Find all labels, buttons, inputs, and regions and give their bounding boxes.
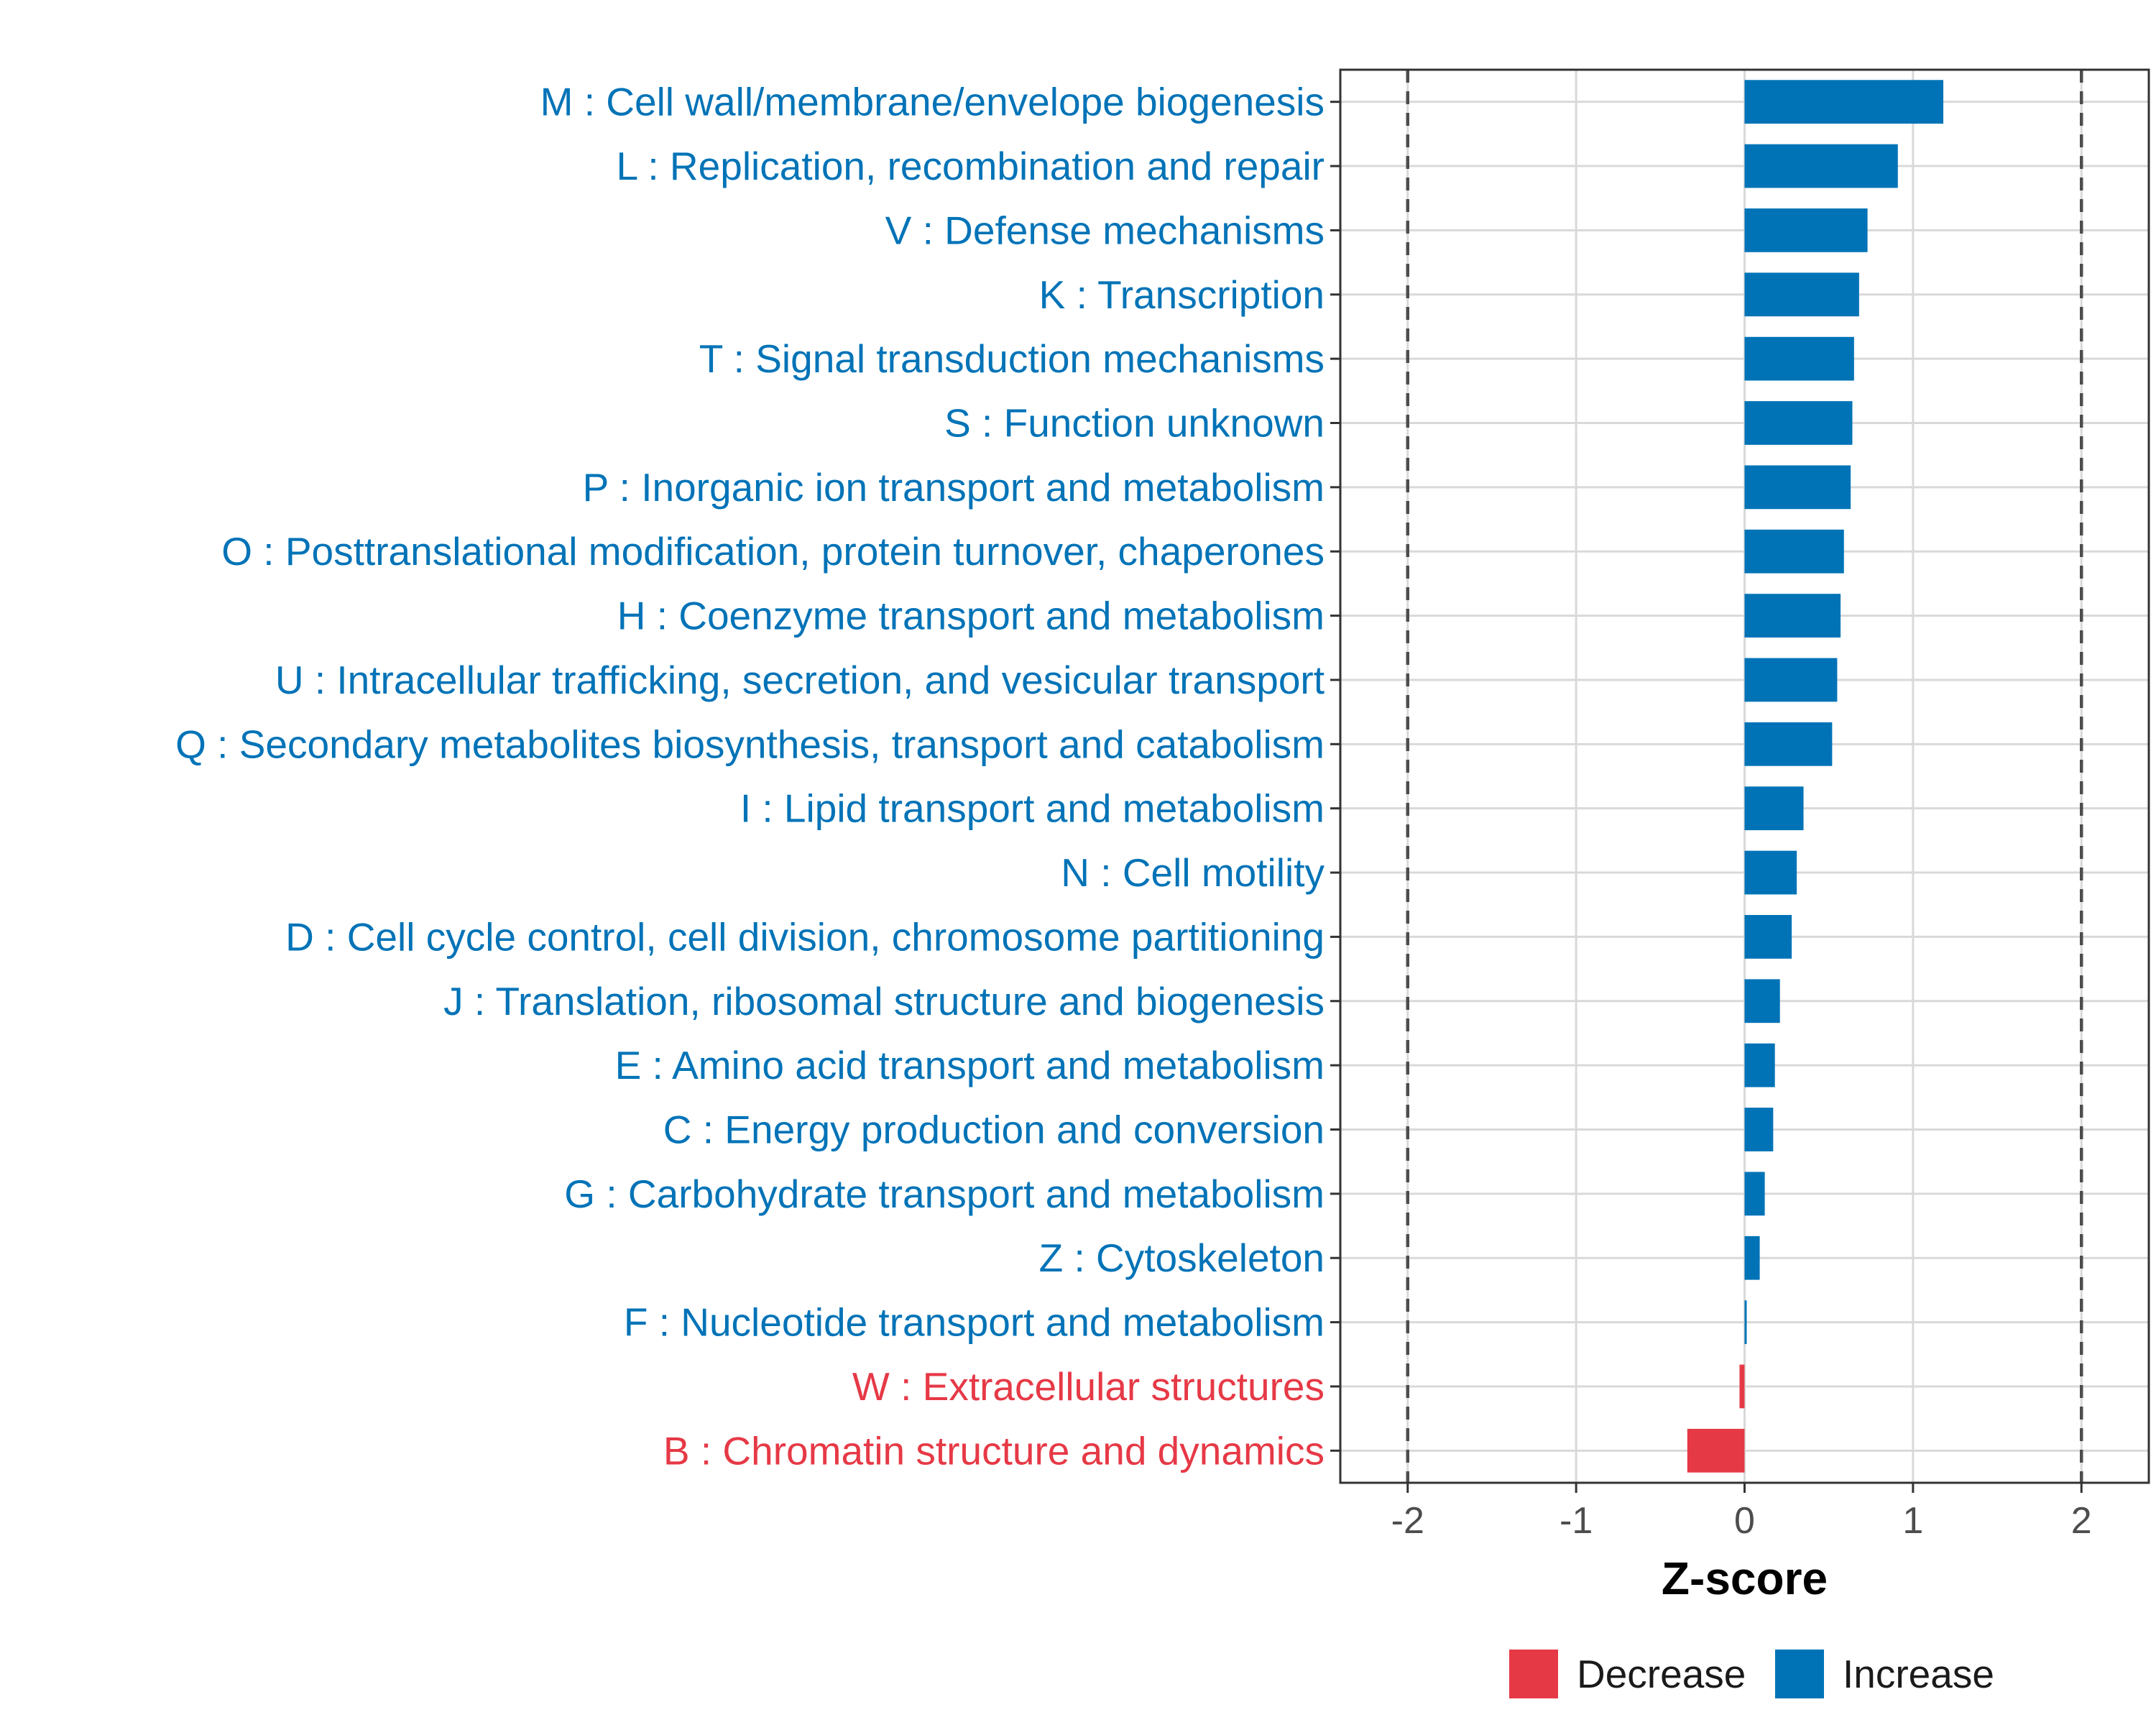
category-label: H : Coenzyme transport and metabolism <box>617 594 1325 638</box>
category-label: F : Nucleotide transport and metabolism <box>624 1300 1325 1345</box>
bar <box>1744 1108 1774 1151</box>
category-label: M : Cell wall/membrane/envelope biogenes… <box>540 80 1325 124</box>
bar <box>1744 594 1841 638</box>
bar <box>1744 1172 1765 1216</box>
bars <box>1687 80 1944 1473</box>
category-label: Q : Secondary metabolites biosynthesis, … <box>175 722 1325 766</box>
category-label: E : Amino acid transport and metabolism <box>615 1043 1325 1087</box>
panel-border <box>1339 68 2150 1484</box>
category-label: S : Function unknown <box>944 401 1325 446</box>
bar <box>1744 1043 1775 1087</box>
x-axis-title: Z-score <box>1662 1552 1828 1604</box>
legend-label: Decrease <box>1577 1652 1746 1696</box>
category-label: J : Translation, ribosomal structure and… <box>443 979 1325 1024</box>
bar <box>1744 658 1838 702</box>
bar <box>1744 915 1792 959</box>
category-label: G : Carbohydrate transport and metabolis… <box>564 1172 1325 1216</box>
ticks: -2 -1 0 1 2 <box>1330 101 2092 1542</box>
category-label: W : Extracellular structures <box>852 1364 1325 1409</box>
category-label: V : Defense mechanisms <box>885 208 1325 252</box>
legend-swatch <box>1775 1650 1824 1698</box>
category-label: L : Replication, recombination and repai… <box>617 144 1325 188</box>
bar <box>1744 529 1844 574</box>
x-tick-label: 0 <box>1734 1500 1755 1542</box>
legend-swatch <box>1509 1650 1558 1698</box>
category-labels: M : Cell wall/membrane/envelope biogenes… <box>175 80 1325 1473</box>
bar <box>1744 850 1797 895</box>
bar <box>1744 401 1853 445</box>
bar <box>1744 465 1851 510</box>
bar <box>1744 208 1868 252</box>
category-label: U : Intracellular trafficking, secretion… <box>275 658 1325 702</box>
bar <box>1744 144 1898 188</box>
bar <box>1744 786 1804 831</box>
category-label: I : Lipid transport and metabolism <box>740 786 1325 831</box>
bar <box>1744 336 1854 381</box>
x-tick-label: 2 <box>2071 1500 2092 1542</box>
legend: Decrease Increase <box>1509 1650 1994 1698</box>
bar <box>1744 1300 1747 1344</box>
bar <box>1744 1236 1760 1280</box>
category-label: P : Inorganic ion transport and metaboli… <box>583 465 1325 510</box>
x-tick-label: -1 <box>1560 1500 1593 1542</box>
legend-label: Increase <box>1843 1652 1994 1696</box>
bar <box>1687 1428 1745 1473</box>
category-label: T : Signal transduction mechanisms <box>699 336 1325 381</box>
bar <box>1744 979 1780 1024</box>
category-label: K : Transcription <box>1039 272 1325 317</box>
category-label: O : Posttranslational modification, prot… <box>221 529 1325 574</box>
bar <box>1744 722 1833 766</box>
bar <box>1744 272 1859 317</box>
category-label: N : Cell motility <box>1061 850 1325 895</box>
category-label: C : Energy production and conversion <box>663 1108 1325 1152</box>
category-label: B : Chromatin structure and dynamics <box>663 1428 1325 1473</box>
category-label: D : Cell cycle control, cell division, c… <box>285 914 1325 959</box>
category-label: Z : Cytoskeleton <box>1039 1236 1325 1280</box>
bar <box>1739 1364 1745 1409</box>
x-tick-label: 1 <box>1902 1500 1923 1542</box>
bar <box>1744 80 1944 124</box>
x-tick-label: -2 <box>1391 1500 1424 1542</box>
